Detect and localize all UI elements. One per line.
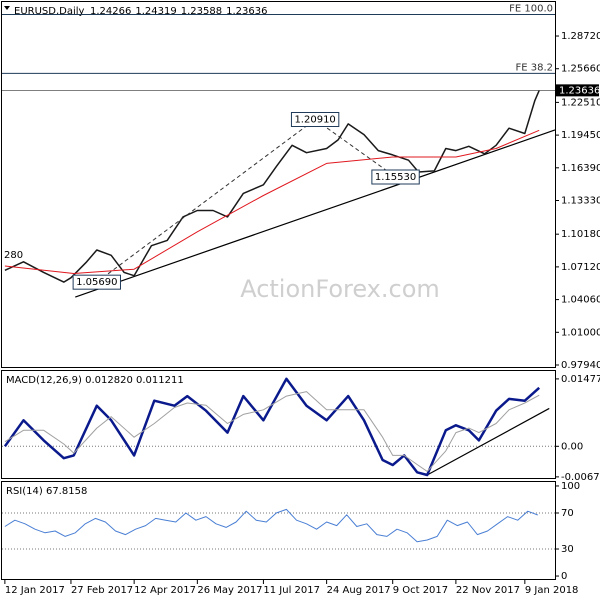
y-tick-label: 1.04060 [561, 295, 600, 306]
annotation-label: 1.05690 [76, 277, 117, 288]
y-tick-label: 0 [561, 571, 567, 582]
x-tick-label: 22 Nov 2017 [456, 585, 520, 596]
trendline [426, 407, 550, 476]
last-price-label: 1.23636 [559, 85, 600, 96]
series-line [4, 391, 540, 472]
y-tick-label: 30 [561, 544, 574, 555]
y-tick-label: 1.07120 [561, 262, 600, 273]
ohlc-value: 1.23636 [226, 6, 267, 17]
y-tick-label: 1.13330 [561, 196, 600, 207]
y-tick-label: 1.10180 [561, 229, 600, 240]
watermark: ActionForex.com [240, 275, 440, 303]
x-tick-label: 11 Jul 2017 [263, 585, 320, 596]
trendline [75, 129, 556, 298]
y-tick-label: 0.014776 [561, 374, 600, 385]
y-tick-label: 70 [561, 508, 574, 519]
annotation-label: 1.15530 [375, 172, 416, 183]
y-tick-label: 1.28720 [561, 31, 600, 42]
y-tick-label: 1.01000 [561, 327, 600, 338]
x-tick-label: 24 Aug 2017 [327, 585, 391, 596]
annotation-box [371, 169, 420, 185]
x-tick-label: 9 Jan 2018 [525, 585, 579, 596]
symbol-icon [4, 6, 10, 10]
series-line [4, 129, 540, 274]
x-tick-label: 12 Apr 2017 [134, 585, 196, 596]
symbol-title: EURUSD,Daily [14, 6, 85, 17]
price-panel [1, 1, 556, 368]
annotation-box [72, 274, 121, 290]
fib-label: FE 100.0 [509, 4, 553, 15]
y-tick-label: 100 [561, 481, 580, 492]
series-line [4, 90, 540, 283]
x-tick-label: 26 May 2017 [197, 585, 262, 596]
ohlc-value: 1.23588 [181, 6, 222, 17]
last-price-box [556, 84, 599, 97]
x-tick-label: 12 Jan 2017 [5, 585, 65, 596]
y-tick-label: 1.19450 [561, 130, 600, 141]
y-tick-label: 1.16390 [561, 163, 600, 174]
series-line [3, 377, 541, 477]
rsi-panel [1, 481, 556, 580]
y-tick-label: 0.00 [561, 441, 583, 452]
cut-label: 280 [4, 250, 23, 261]
series-line [4, 508, 538, 543]
fib-label: FE 38.2 [515, 62, 553, 73]
annotation-label: 1.20910 [294, 114, 335, 125]
rsi-title: RSI(14) 67.8158 [6, 486, 87, 497]
x-tick-label: 27 Feb 2017 [71, 585, 133, 596]
ohlc-value: 1.24266 [90, 6, 131, 17]
macd-title: MACD(12,26,9) 0.012820 0.011211 [6, 375, 184, 386]
y-tick-label: -0.006705 [561, 472, 600, 483]
swing-line [96, 118, 396, 283]
annotation-box [290, 111, 340, 127]
macd-panel [1, 370, 556, 479]
y-tick-label: 1.22510 [561, 97, 600, 108]
ohlc-value: 1.24319 [135, 6, 176, 17]
y-tick-label: 0.97940 [561, 360, 600, 371]
x-tick-label: 9 Oct 2017 [393, 585, 448, 596]
y-tick-label: 1.25660 [561, 64, 600, 75]
